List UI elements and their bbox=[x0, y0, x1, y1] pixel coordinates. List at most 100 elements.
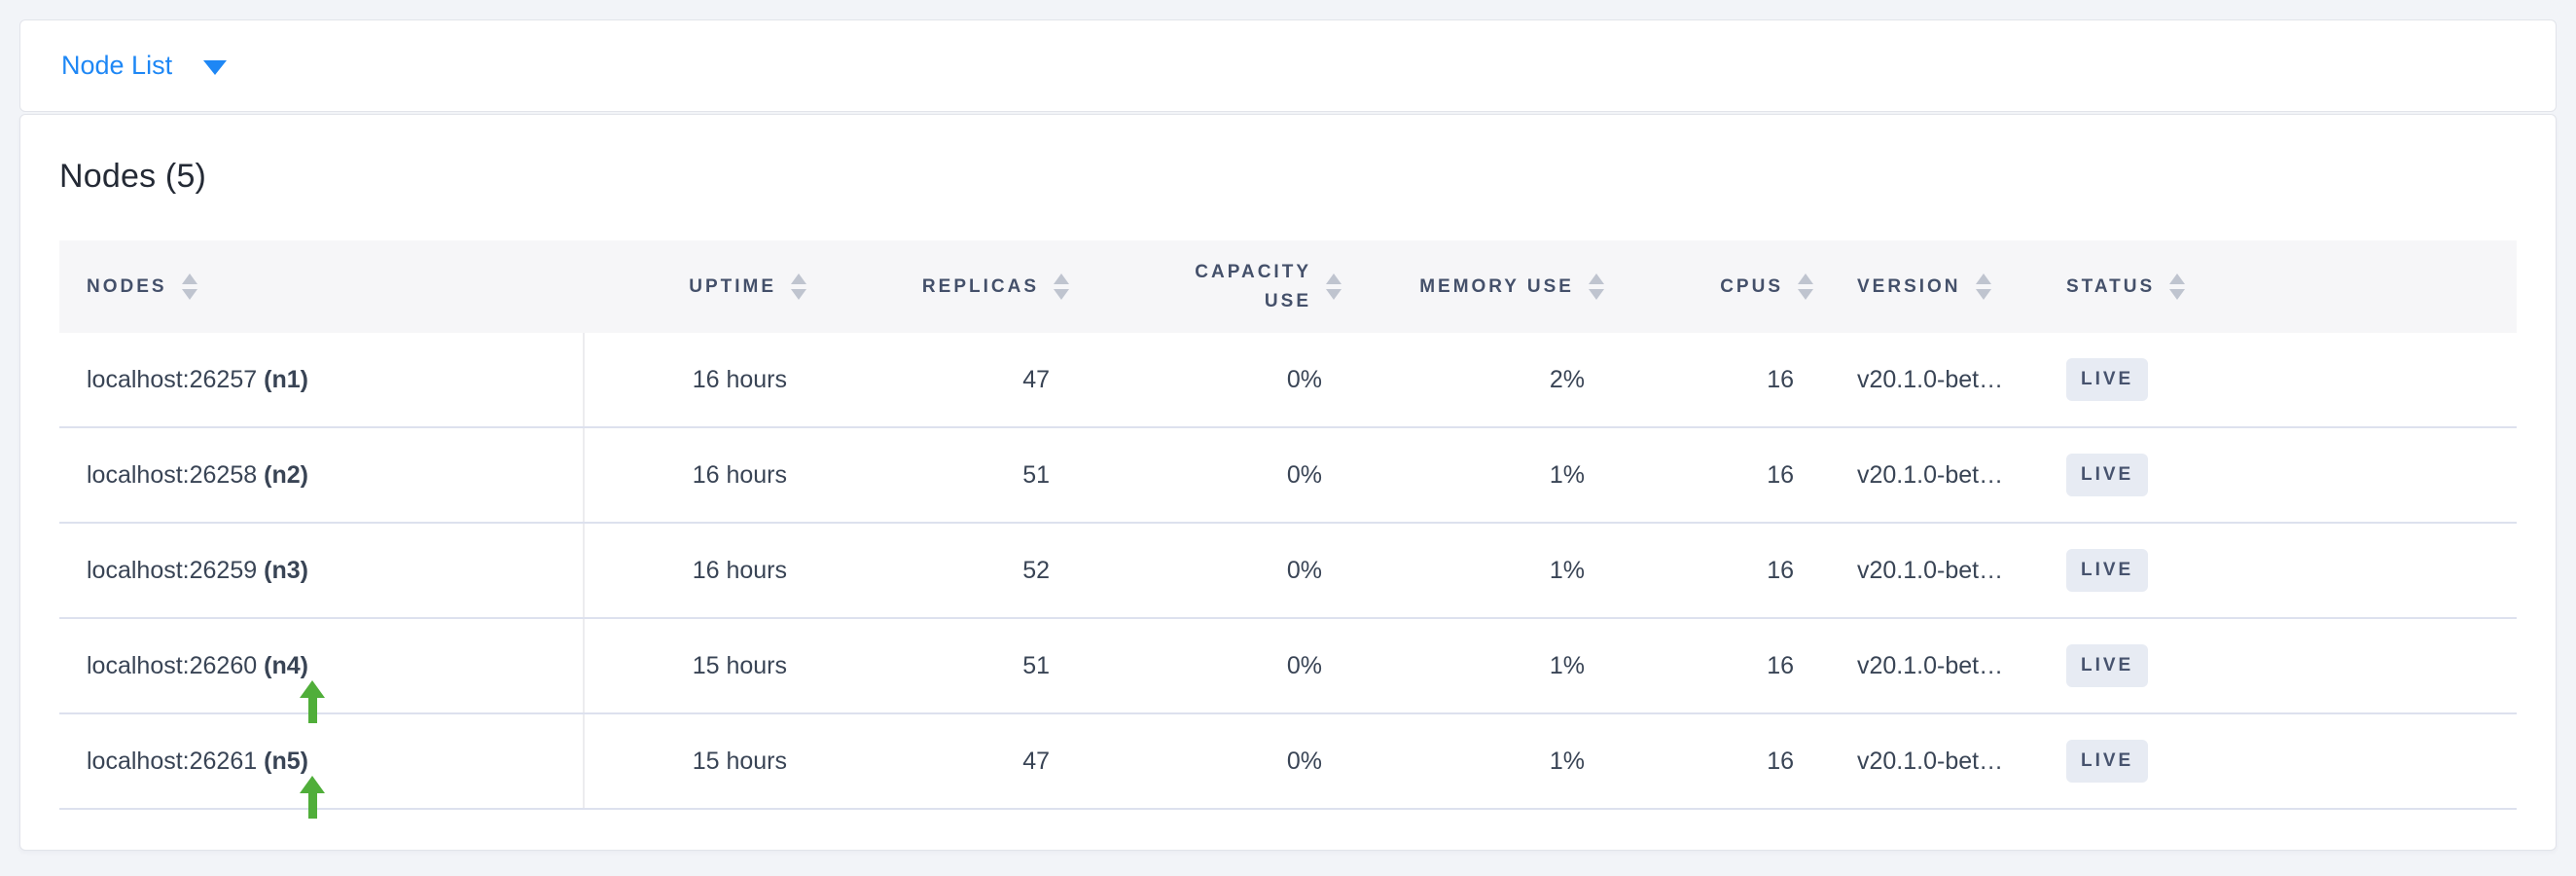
version-cell: v20.1.0-bet… bbox=[1825, 524, 2054, 617]
replicas-cell: 52 bbox=[818, 524, 1081, 617]
uptime-value: 16 hours bbox=[692, 365, 787, 393]
table-row-n3[interactable]: localhost:26259 (n3) 16 hours 52 0% 1% 16 v20.1… bbox=[59, 524, 2517, 619]
version-value: v20.1.0-bet… bbox=[1857, 365, 2004, 393]
column-header-label: MEMORY USE bbox=[1419, 275, 1574, 297]
version-cell: v20.1.0-bet… bbox=[1825, 714, 2054, 808]
arrow-tail bbox=[307, 792, 317, 819]
status-cell: LIVE bbox=[2054, 524, 2517, 617]
node-id: (n4) bbox=[264, 651, 308, 679]
uptime-cell: 16 hours bbox=[585, 524, 818, 617]
sort-down-triangle bbox=[1054, 289, 1069, 300]
version-cell: v20.1.0-bet… bbox=[1825, 428, 2054, 522]
sort-icon bbox=[1054, 274, 1069, 300]
table-row-n1[interactable]: localhost:26257 (n1) 16 hours 47 0% 2% 16 v20.1… bbox=[59, 333, 2517, 428]
memory-use-value: 1% bbox=[1549, 460, 1585, 489]
uptime-cell: 15 hours bbox=[585, 619, 818, 712]
table-row-n4[interactable]: localhost:26260 (n4) 15 hours 51 0% 1% 16 v20.1… bbox=[59, 619, 2517, 723]
nodes-table: NODES UPTIME REPLICAS CAPACITY USE MEMORY US… bbox=[59, 240, 2517, 819]
node-list-dropdown-label: Node List bbox=[61, 51, 173, 80]
sort-icon bbox=[1589, 274, 1604, 300]
column-header-uptime[interactable]: UPTIME bbox=[585, 240, 818, 333]
cpus-value: 16 bbox=[1767, 460, 1794, 489]
view-selector-bar: Node List bbox=[19, 19, 2557, 112]
cpus-cell: 16 bbox=[1616, 714, 1825, 808]
version-value: v20.1.0-bet… bbox=[1857, 556, 2004, 584]
sort-up-triangle bbox=[1798, 274, 1813, 284]
status-cell: LIVE bbox=[2054, 619, 2517, 712]
replicas-value: 47 bbox=[1022, 365, 1050, 393]
uptime-value: 15 hours bbox=[692, 651, 787, 679]
status-cell: LIVE bbox=[2054, 714, 2517, 808]
table-body: localhost:26257 (n1) 16 hours 47 0% 2% 16 v20.1… bbox=[59, 333, 2517, 819]
cpus-value: 16 bbox=[1767, 651, 1794, 679]
node-list-dropdown[interactable]: Node List bbox=[61, 51, 228, 81]
sort-icon bbox=[791, 274, 806, 300]
column-header-version[interactable]: VERSION bbox=[1825, 240, 2054, 333]
status-badge: LIVE bbox=[2066, 548, 2149, 593]
capacity-use-value: 0% bbox=[1286, 556, 1322, 584]
version-cell: v20.1.0-bet… bbox=[1825, 619, 2054, 712]
uptime-value: 15 hours bbox=[692, 747, 787, 775]
capacity-use-value: 0% bbox=[1286, 460, 1322, 489]
column-header-label: CPUS bbox=[1720, 275, 1783, 297]
node-address-cell: localhost:26261 (n5) bbox=[59, 714, 585, 819]
arrow-head bbox=[300, 680, 325, 698]
status-badge: LIVE bbox=[2066, 739, 2149, 784]
chevron-down-icon bbox=[203, 59, 228, 75]
uptime-cell: 15 hours bbox=[585, 714, 818, 808]
status-cell: LIVE bbox=[2054, 333, 2517, 426]
node-address: localhost:26257 bbox=[87, 365, 258, 393]
node-address: localhost:26261 bbox=[87, 747, 258, 775]
table-header-row: NODES UPTIME REPLICAS CAPACITY USE MEMORY US… bbox=[59, 240, 2517, 333]
memory-use-cell: 1% bbox=[1353, 524, 1616, 617]
node-address-cell: localhost:26257 (n1) bbox=[59, 333, 585, 426]
column-header-cpus[interactable]: CPUS bbox=[1616, 240, 1825, 333]
memory-use-cell: 1% bbox=[1353, 714, 1616, 808]
capacity-use-cell: 0% bbox=[1081, 714, 1353, 808]
memory-use-cell: 1% bbox=[1353, 619, 1616, 712]
sort-up-triangle bbox=[1589, 274, 1604, 284]
replicas-cell: 47 bbox=[818, 333, 1081, 426]
capacity-use-value: 0% bbox=[1286, 365, 1322, 393]
arrow-head bbox=[300, 776, 325, 793]
table-row-n5[interactable]: localhost:26261 (n5) 15 hours 47 0% 1% 16 v20.1… bbox=[59, 714, 2517, 819]
cpus-value: 16 bbox=[1767, 747, 1794, 775]
memory-use-value: 1% bbox=[1549, 747, 1585, 775]
table-row-n2[interactable]: localhost:26258 (n2) 16 hours 51 0% 1% 16 v20.1… bbox=[59, 428, 2517, 524]
uptime-cell: 16 hours bbox=[585, 333, 818, 426]
memory-use-value: 2% bbox=[1549, 365, 1585, 393]
node-address: localhost:26259 bbox=[87, 556, 258, 584]
memory-use-cell: 2% bbox=[1353, 333, 1616, 426]
memory-use-value: 1% bbox=[1549, 556, 1585, 584]
column-header-label: VERSION bbox=[1857, 275, 1961, 297]
column-header-status[interactable]: STATUS bbox=[2054, 240, 2517, 333]
capacity-use-cell: 0% bbox=[1081, 428, 1353, 522]
sort-up-triangle bbox=[791, 274, 806, 284]
replicas-cell: 51 bbox=[818, 619, 1081, 712]
sort-down-triangle bbox=[181, 289, 197, 300]
sort-icon bbox=[1798, 274, 1813, 300]
cpus-cell: 16 bbox=[1616, 619, 1825, 712]
sort-up-triangle bbox=[181, 274, 197, 284]
capacity-use-cell: 0% bbox=[1081, 619, 1353, 712]
column-header-memory_use[interactable]: MEMORY USE bbox=[1353, 240, 1616, 333]
version-cell: v20.1.0-bet… bbox=[1825, 333, 2054, 426]
node-address: localhost:26258 bbox=[87, 460, 258, 489]
status-badge: LIVE bbox=[2066, 357, 2149, 402]
column-header-replicas[interactable]: REPLICAS bbox=[818, 240, 1081, 333]
replicas-value: 51 bbox=[1022, 651, 1050, 679]
sort-icon bbox=[2169, 274, 2186, 300]
column-header-capacity_use[interactable]: CAPACITY USE bbox=[1081, 240, 1353, 333]
uptime-value: 16 hours bbox=[692, 556, 787, 584]
uptime-cell: 16 hours bbox=[585, 428, 818, 522]
memory-use-value: 1% bbox=[1549, 651, 1585, 679]
annotation-arrow-up-icon bbox=[300, 776, 325, 819]
sort-icon bbox=[1326, 274, 1342, 300]
column-header-label: CAPACITY USE bbox=[1195, 262, 1311, 311]
column-header-nodes[interactable]: NODES bbox=[59, 240, 585, 333]
replicas-cell: 51 bbox=[818, 428, 1081, 522]
sort-down-triangle bbox=[1798, 289, 1813, 300]
cpus-value: 16 bbox=[1767, 365, 1794, 393]
sort-down-triangle bbox=[1589, 289, 1604, 300]
node-address-cell: localhost:26258 (n2) bbox=[59, 428, 585, 522]
